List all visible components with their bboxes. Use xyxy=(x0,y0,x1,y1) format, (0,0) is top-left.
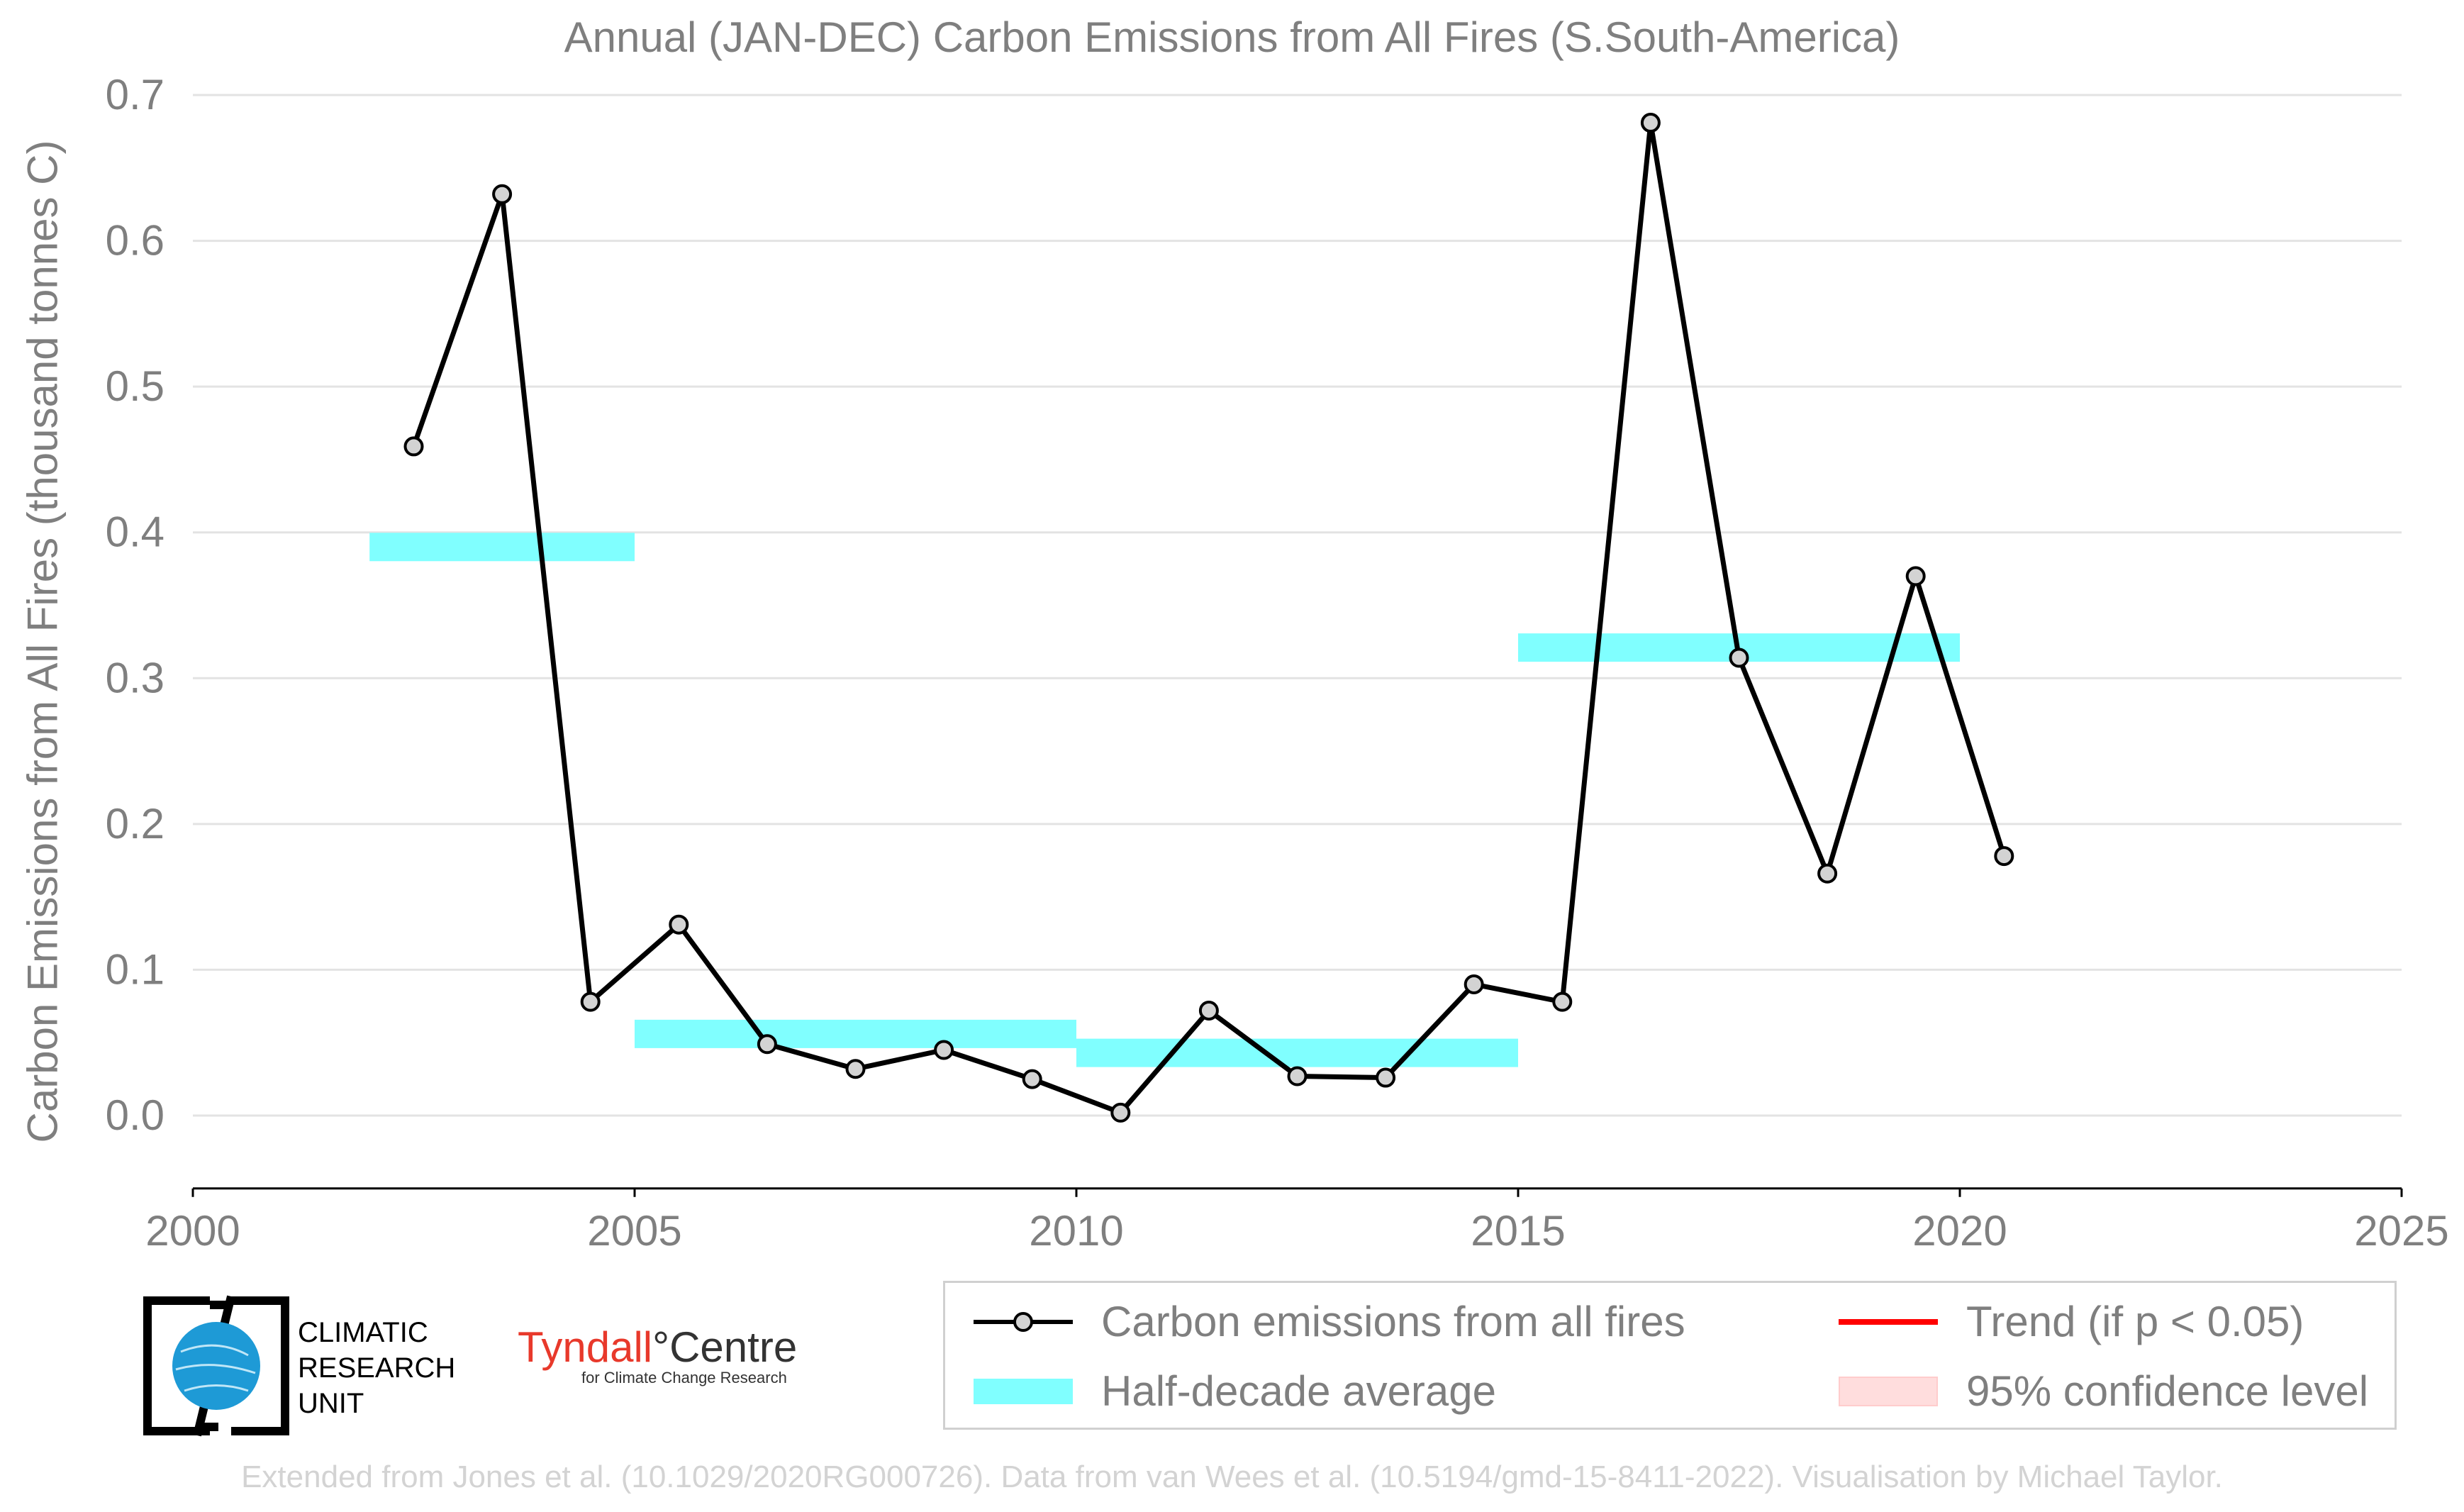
data-point xyxy=(1552,991,1573,1012)
y-tick-label: 0.1 xyxy=(106,945,165,993)
data-point xyxy=(580,991,601,1012)
y-tick-label: 0.6 xyxy=(106,217,165,265)
series-line xyxy=(411,120,2007,1116)
cru-logo-text: CLIMATIC RESEARCH UNIT xyxy=(298,1317,456,1419)
cru-logo: CLIMATIC RESEARCH UNIT xyxy=(142,1295,482,1437)
data-point xyxy=(1905,566,1926,587)
data-point xyxy=(1994,846,2014,867)
y-tick-label: 0.0 xyxy=(106,1091,165,1139)
data-point xyxy=(845,1059,866,1079)
y-tick-label: 0.7 xyxy=(106,71,165,118)
data-point xyxy=(492,184,513,204)
half-decade-average-bar xyxy=(369,533,635,562)
data-point xyxy=(1287,1066,1308,1086)
y-tick-label: 0.4 xyxy=(106,508,165,556)
legend-item-series: Carbon emissions from all fires xyxy=(974,1297,1685,1346)
attribution-footer: Extended from Jones et al. (10.1029/2020… xyxy=(241,1460,2223,1494)
legend-item-trend: Trend (if p < 0.05) xyxy=(1839,1297,2304,1346)
chart-legend: Carbon emissions from all fires Half-dec… xyxy=(943,1281,2397,1430)
x-axis xyxy=(191,1187,2403,1197)
y-tick-label: 0.2 xyxy=(106,800,165,847)
grid-lines xyxy=(193,94,2402,1117)
legend-item-average: Half-decade average xyxy=(974,1367,1496,1416)
x-tick-label: 2000 xyxy=(145,1207,240,1255)
y-tick-label: 0.5 xyxy=(106,362,165,410)
data-point xyxy=(1640,113,1661,133)
data-point xyxy=(1464,974,1484,994)
data-point xyxy=(1110,1102,1131,1123)
tyndall-logo: Tyndall°Centre for Climate Change Resear… xyxy=(518,1323,798,1386)
data-point xyxy=(403,436,424,457)
pink-box-icon xyxy=(1839,1370,1938,1413)
data-point xyxy=(1198,1000,1219,1021)
legend-item-confidence: 95% confidence level xyxy=(1839,1367,2368,1416)
globe-icon xyxy=(143,1295,289,1437)
x-tick-label: 2025 xyxy=(2354,1207,2448,1255)
red-line-icon xyxy=(1839,1301,1938,1343)
data-point xyxy=(669,914,689,935)
tick-labels: 0.0 0.1 0.2 0.3 0.4 0.5 0.6 0.7 2000 2005 2010 2015… xyxy=(106,71,2449,1255)
chart-title: Annual (JAN-DEC) Carbon Emissions from A… xyxy=(564,13,1900,61)
y-tick-label: 0.3 xyxy=(106,654,165,701)
data-point xyxy=(757,1034,777,1055)
half-decade-average-bar xyxy=(1076,1038,1518,1067)
data-point xyxy=(934,1040,954,1060)
x-tick-label: 2015 xyxy=(1471,1207,1565,1255)
emissions-series xyxy=(403,113,2014,1123)
data-point xyxy=(1729,647,1749,668)
data-point xyxy=(1022,1069,1042,1089)
cyan-bar-icon xyxy=(974,1370,1073,1413)
line-marker-icon xyxy=(974,1301,1073,1343)
data-point xyxy=(1817,863,1838,884)
data-point xyxy=(1376,1067,1396,1088)
x-tick-label: 2020 xyxy=(1912,1207,2007,1255)
x-tick-label: 2010 xyxy=(1029,1207,1123,1255)
half-decade-average-bar xyxy=(635,1019,1076,1048)
x-tick-label: 2005 xyxy=(587,1207,681,1255)
